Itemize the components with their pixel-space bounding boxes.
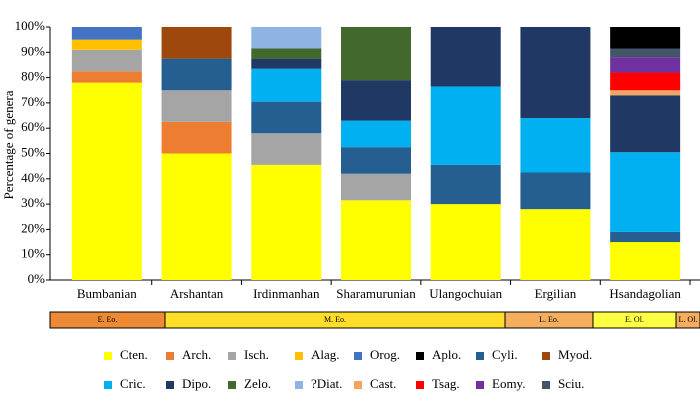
x-tick-label: Sharamurunian [336, 286, 416, 301]
legend-swatch [166, 381, 174, 389]
bar-segment [71, 82, 142, 280]
bar-segment [161, 58, 232, 91]
bar-segment [341, 147, 411, 174]
bar-segment [161, 90, 232, 122]
x-tick-label: Ergilian [535, 286, 577, 301]
y-tick-label: 100% [15, 18, 46, 33]
period-box [675, 311, 700, 329]
bar-segment [520, 172, 591, 210]
period-label: E. Eo. [98, 315, 118, 324]
y-tick-label: 60% [21, 119, 45, 134]
legend-label: Cyli. [492, 347, 518, 362]
bar-segment [520, 209, 591, 280]
legend-swatch [476, 381, 484, 389]
bar-segment [610, 242, 681, 280]
y-tick-label: 80% [21, 69, 45, 84]
bar-segment [430, 164, 501, 205]
bar-segment [520, 27, 591, 119]
x-tick-label: Irdinmanhan [253, 286, 320, 301]
x-tick-label: Ulangochuian [429, 286, 502, 301]
y-tick-label: 20% [21, 220, 45, 235]
bar-segment [71, 27, 142, 40]
legend-label: Zelo. [244, 376, 271, 391]
legend-swatch [542, 352, 550, 360]
legend-swatch [354, 352, 362, 360]
bar-segment [341, 173, 411, 201]
bar-segment [251, 48, 322, 59]
legend-swatch [166, 352, 174, 360]
bar-segment [610, 57, 681, 73]
legend-label: Myod. [558, 347, 592, 362]
bar-segment [251, 58, 322, 69]
bar-segment [610, 72, 681, 91]
y-tick-label: 40% [21, 170, 45, 185]
y-tick-label: 50% [21, 144, 45, 159]
legend-swatch [542, 381, 550, 389]
x-tick-label: Arshantan [170, 286, 224, 301]
bar-segment [610, 95, 681, 153]
legend-swatch [476, 352, 484, 360]
bar-segment [610, 90, 681, 96]
bar-segment [161, 121, 232, 154]
legend-swatch [104, 381, 112, 389]
legend-label: Cten. [120, 347, 148, 362]
legend-label: Alag. [311, 347, 340, 362]
legend-swatch [354, 381, 362, 389]
period-label: E. Ol. [625, 315, 644, 324]
bar-segment [430, 86, 501, 165]
legend-swatch [228, 381, 236, 389]
legend-label: Sciu. [558, 376, 584, 391]
bar-segment [341, 200, 411, 280]
y-tick-label: 70% [21, 94, 45, 109]
bar-segment [161, 27, 232, 59]
legend-label: Isch. [244, 347, 269, 362]
legend-label: Aplo. [432, 347, 461, 362]
legend-swatch [295, 381, 303, 389]
bar-segment [610, 152, 681, 232]
legend-swatch [295, 352, 303, 360]
legend-label: Dipo. [182, 376, 211, 391]
legend-swatch [228, 352, 236, 360]
legend-swatch [104, 352, 112, 360]
bar-segment [71, 71, 142, 83]
period-label: M. Eo. [324, 315, 346, 324]
bar-segment [430, 204, 501, 280]
bar-segment [610, 231, 681, 243]
bar-segment [341, 27, 411, 81]
y-axis-label: Percentage of genera [1, 90, 16, 199]
bar-segment [610, 48, 681, 58]
bar-segment [430, 27, 501, 87]
legend-label: ?Diat. [311, 376, 342, 391]
legend-label: Eomy. [492, 376, 525, 391]
bar-segment [251, 101, 322, 134]
legend-swatch [416, 381, 424, 389]
x-tick-label: Hsandagolian [609, 286, 681, 301]
bar-segment [520, 118, 591, 173]
bar-segment [251, 133, 322, 165]
bar-segment [341, 120, 411, 148]
legend-swatch [416, 352, 424, 360]
y-tick-label: 30% [21, 195, 45, 210]
legend-label: Arch. [182, 347, 211, 362]
period-label: L. Eo. [539, 315, 559, 324]
bar-segment [251, 164, 322, 280]
y-tick-label: 0% [28, 271, 46, 286]
bar-segment [71, 39, 142, 50]
bar-segment [161, 153, 232, 280]
bar-segment [251, 27, 322, 49]
legend-label: Cric. [120, 376, 146, 391]
y-tick-label: 10% [21, 246, 45, 261]
bar-segment [251, 68, 322, 102]
legend-label: Tsag. [432, 376, 460, 391]
bar-segment [610, 27, 681, 49]
bar-segment [341, 80, 411, 121]
legend-label: Cast. [370, 376, 396, 391]
y-tick-label: 90% [21, 43, 45, 58]
period-label: L. Ol. [679, 315, 698, 324]
x-tick-label: Bumbanian [77, 286, 137, 301]
legend-label: Orog. [370, 347, 400, 362]
bar-segment [71, 49, 142, 72]
